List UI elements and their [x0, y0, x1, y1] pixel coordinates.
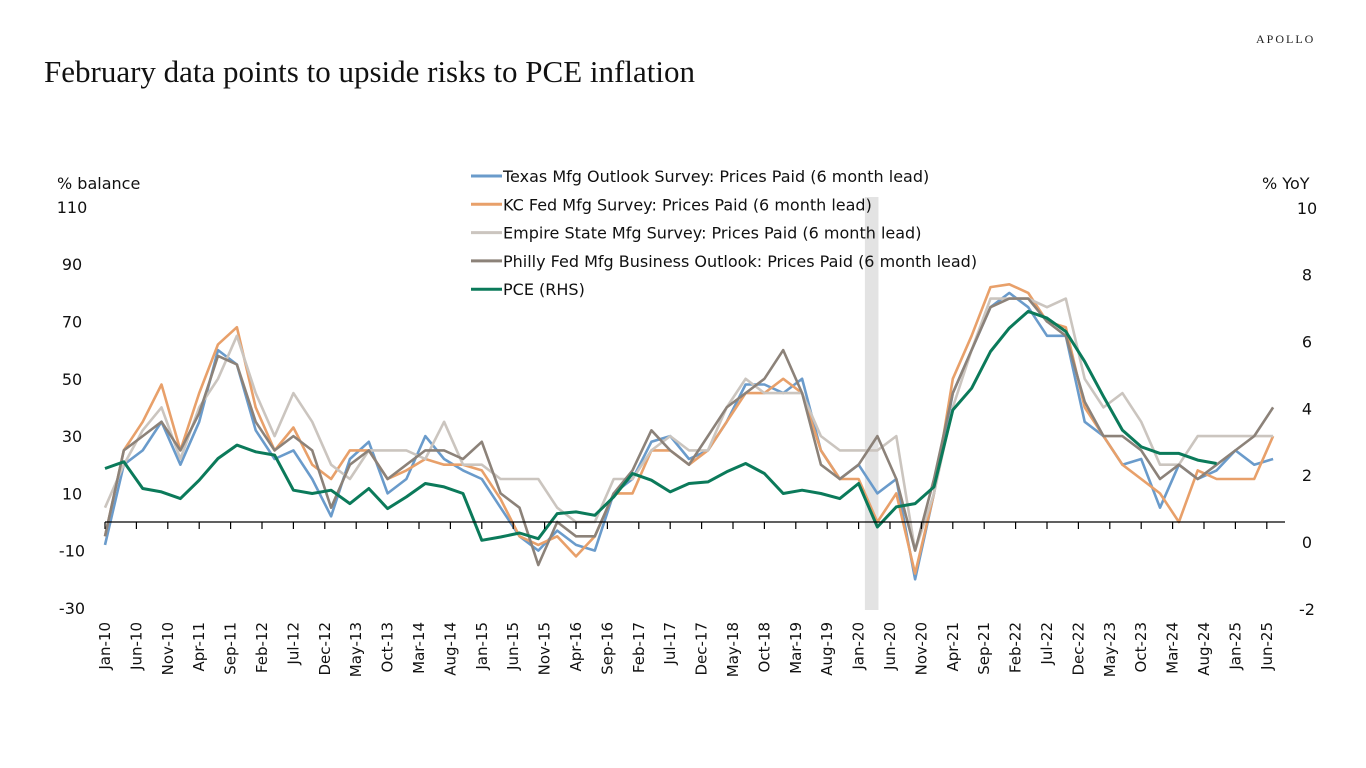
legend-label: PCE (RHS) [503, 280, 585, 299]
y-left-tick-label: -10 [59, 542, 85, 561]
x-tick-label: Aug-19 [818, 622, 836, 676]
x-tick-label: Apr-16 [567, 622, 585, 672]
x-tick-label: Jun-25 [1258, 622, 1276, 671]
x-tick-label: Mar-19 [787, 622, 805, 674]
x-tick-label: Nov-20 [912, 622, 930, 675]
x-tick-label: Jan-10 [96, 622, 114, 671]
y-right-tick-label: 4 [1302, 399, 1312, 418]
x-tick-label: Mar-24 [1164, 622, 1182, 674]
x-tick-label: Jun-10 [127, 622, 145, 671]
x-tick-label: Feb-17 [630, 622, 648, 673]
x-tick-label: Dec-12 [316, 622, 334, 676]
series-line-3 [103, 297, 1275, 567]
x-tick-label: Jul-17 [661, 622, 679, 666]
page-title: February data points to upside risks to … [44, 54, 695, 89]
x-tick-label: Jan-20 [850, 622, 868, 671]
series-line-0 [103, 291, 1274, 581]
x-tick-label: Oct-13 [379, 622, 397, 672]
x-tick-label: Sep-21 [975, 622, 993, 675]
x-tick-label: Jun-15 [504, 622, 522, 671]
x-tick-label: Feb-22 [1007, 622, 1025, 673]
series-line-1 [103, 282, 1275, 575]
x-tick-label: Aug-24 [1195, 622, 1213, 676]
x-tick-label: Jul-22 [1038, 622, 1056, 666]
x-tick-label: Jun-20 [881, 622, 899, 671]
y-left-tick-label: 50 [62, 370, 82, 389]
y-left-tick-label: 10 [62, 484, 82, 503]
x-tick-label: Mar-14 [410, 622, 428, 674]
legend-label: Philly Fed Mfg Business Outlook: Prices … [503, 252, 977, 271]
x-tick-label: Dec-22 [1069, 622, 1087, 676]
x-tick-label: May-13 [347, 622, 365, 677]
series-line-4 [104, 309, 1217, 542]
x-tick-label: Apr-11 [190, 622, 208, 672]
x-tick-label: Dec-17 [693, 622, 711, 676]
legend-label: KC Fed Mfg Survey: Prices Paid (6 month … [503, 195, 872, 214]
x-tick-label: Nov-15 [536, 622, 554, 675]
y-axis-left-label: % balance [57, 174, 140, 193]
x-tick-label: Feb-12 [253, 622, 271, 673]
x-tick-label: Sep-16 [598, 622, 616, 675]
x-tick-label: Apr-21 [944, 622, 962, 672]
legend: Texas Mfg Outlook Survey: Prices Paid (6… [471, 167, 977, 299]
y-left-tick-label: 90 [62, 255, 82, 274]
x-tick-label: Nov-10 [159, 622, 177, 675]
x-tick-label: Jan-25 [1226, 622, 1244, 671]
x-tick-label: May-23 [1101, 622, 1119, 677]
x-tick-label: May-18 [724, 622, 742, 677]
y-left-tick-label: 70 [62, 313, 82, 332]
y-axis-right-label: % YoY [1262, 174, 1310, 193]
y-left-tick-label: 110 [57, 198, 88, 217]
apollo-logo: APOLLO [1256, 32, 1316, 46]
y-right-tick-label: -2 [1299, 600, 1315, 619]
legend-label: Texas Mfg Outlook Survey: Prices Paid (6… [502, 167, 929, 186]
y-right-tick-label: 0 [1302, 533, 1312, 552]
y-axis-left: 110 90 70 50 30 10 -10 -30 [57, 198, 88, 618]
x-tick-label: Oct-18 [755, 622, 773, 672]
y-right-tick-label: 10 [1297, 199, 1317, 218]
y-right-tick-label: 8 [1302, 266, 1312, 285]
x-tick-label: Aug-14 [441, 622, 459, 676]
x-tick-label: Jan-15 [473, 622, 491, 671]
legend-label: Empire State Mfg Survey: Prices Paid (6 … [503, 224, 921, 243]
y-left-tick-label: 30 [62, 427, 82, 446]
x-axis: Jan-10 Jun-10 Nov-10 Apr-11 Sep-11 Feb-12 Jul-… [96, 521, 1285, 677]
x-tick-label: Oct-23 [1132, 622, 1150, 672]
y-right-tick-label: 6 [1302, 333, 1312, 352]
y-axis-right: 10 8 6 4 2 0 -2 [1297, 199, 1317, 619]
x-tick-label: Sep-11 [222, 622, 240, 675]
series-lines [103, 282, 1275, 581]
x-tick-label: Jul-12 [284, 622, 302, 666]
y-left-tick-label: -30 [59, 599, 85, 618]
y-right-tick-label: 2 [1302, 466, 1312, 485]
